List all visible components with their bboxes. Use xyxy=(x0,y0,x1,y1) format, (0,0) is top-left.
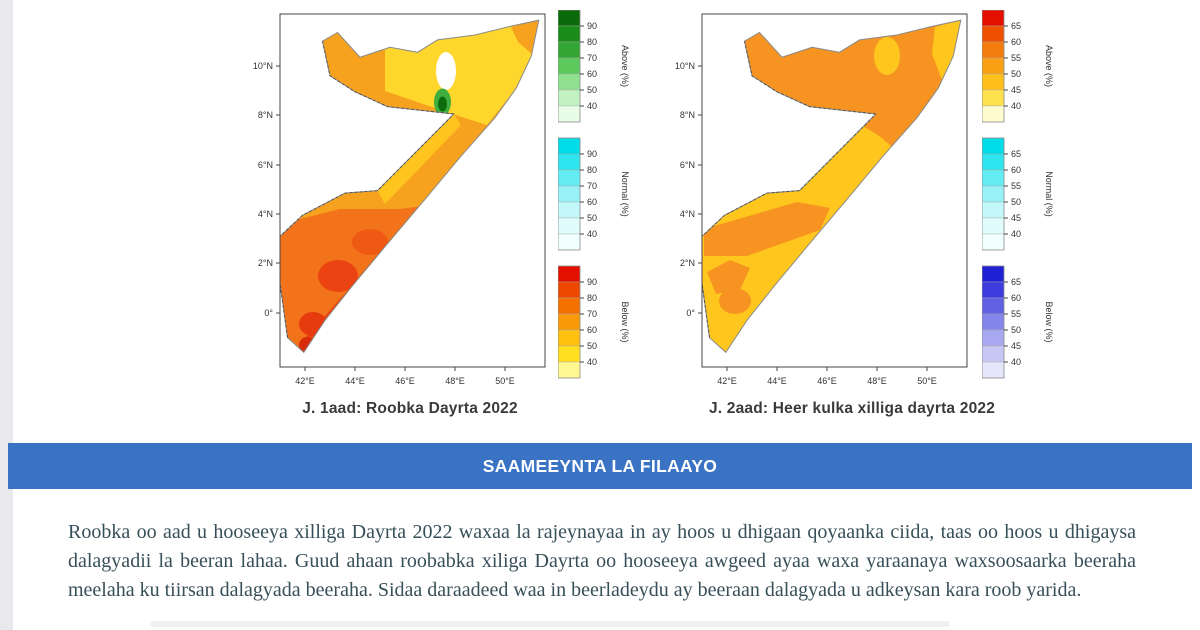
svg-text:48°E: 48°E xyxy=(867,376,887,386)
svg-text:Below (%): Below (%) xyxy=(1044,301,1054,342)
svg-text:42°E: 42°E xyxy=(717,376,737,386)
impact-header-bar: SAAMEEYNTA LA FILAAYO xyxy=(8,443,1192,489)
svg-text:60: 60 xyxy=(1011,165,1021,175)
svg-text:10°N: 10°N xyxy=(253,61,273,71)
svg-text:4°N: 4°N xyxy=(258,209,273,219)
svg-text:40: 40 xyxy=(587,101,597,111)
svg-text:44°E: 44°E xyxy=(767,376,787,386)
svg-text:40: 40 xyxy=(587,357,597,367)
svg-text:42°E: 42°E xyxy=(295,376,315,386)
svg-text:0°: 0° xyxy=(264,308,273,318)
svg-text:65: 65 xyxy=(1011,21,1021,31)
svg-text:6°N: 6°N xyxy=(680,160,695,170)
svg-text:65: 65 xyxy=(1011,149,1021,159)
svg-text:90: 90 xyxy=(587,21,597,31)
svg-text:10°N: 10°N xyxy=(675,61,695,71)
svg-text:55: 55 xyxy=(1011,309,1021,319)
svg-text:55: 55 xyxy=(1011,53,1021,63)
figure-caption-temperature: J. 2aad: Heer kulka xilliga dayrta 2022 xyxy=(708,400,996,417)
svg-text:50°E: 50°E xyxy=(917,376,937,386)
left-edge-strip xyxy=(0,0,13,630)
svg-text:80: 80 xyxy=(587,293,597,303)
rainfall-legend: 90 80 70 60 50 40 Above (%) 90 80 70 60 50 40 Normal … xyxy=(558,10,630,379)
figure-temperature-forecast: 10°N 8°N 6°N 4°N 2°N 0° 42°E 44°E 46°E 48°E 50°E 6… xyxy=(662,8,1062,436)
svg-text:40: 40 xyxy=(1011,229,1021,239)
svg-text:50: 50 xyxy=(587,213,597,223)
svg-text:46°E: 46°E xyxy=(395,376,415,386)
rainfall-map: 10°N 8°N 6°N 4°N 2°N 0° 42°E 44°E 46°E 48°E 50°E xyxy=(253,13,546,386)
svg-text:90: 90 xyxy=(587,277,597,287)
svg-text:70: 70 xyxy=(587,181,597,191)
svg-text:40: 40 xyxy=(1011,357,1021,367)
svg-text:Below (%): Below (%) xyxy=(620,301,630,342)
svg-text:45: 45 xyxy=(1011,85,1021,95)
svg-text:60: 60 xyxy=(587,197,597,207)
svg-text:Above (%): Above (%) xyxy=(620,45,630,87)
figure-rainfall-forecast: 10°N 8°N 6°N 4°N 2°N 0° 42°E 44°E 46°E 48°E 50°E 9… xyxy=(240,8,640,436)
svg-text:48°E: 48°E xyxy=(445,376,465,386)
svg-text:70: 70 xyxy=(587,53,597,63)
svg-text:45: 45 xyxy=(1011,213,1021,223)
svg-text:50: 50 xyxy=(1011,197,1021,207)
figure-caption-rainfall: J. 1aad: Roobka Dayrta 2022 xyxy=(302,400,518,417)
svg-text:8°N: 8°N xyxy=(258,110,273,120)
svg-text:45: 45 xyxy=(1011,341,1021,351)
svg-text:70: 70 xyxy=(587,309,597,319)
svg-text:55: 55 xyxy=(1011,181,1021,191)
svg-text:60: 60 xyxy=(587,69,597,79)
svg-text:40: 40 xyxy=(587,229,597,239)
svg-text:65: 65 xyxy=(1011,277,1021,287)
svg-text:Normal (%): Normal (%) xyxy=(620,171,630,217)
svg-text:40: 40 xyxy=(1011,101,1021,111)
svg-text:2°N: 2°N xyxy=(258,258,273,268)
svg-text:80: 80 xyxy=(587,37,597,47)
svg-text:50: 50 xyxy=(1011,69,1021,79)
svg-text:2°N: 2°N xyxy=(680,258,695,268)
bottom-separator xyxy=(150,621,950,627)
svg-text:4°N: 4°N xyxy=(680,209,695,219)
svg-text:60: 60 xyxy=(1011,293,1021,303)
svg-text:6°N: 6°N xyxy=(258,160,273,170)
svg-text:90: 90 xyxy=(587,149,597,159)
impact-header-title: SAAMEEYNTA LA FILAAYO xyxy=(482,455,718,476)
svg-text:0°: 0° xyxy=(686,308,695,318)
temperature-map: 10°N 8°N 6°N 4°N 2°N 0° 42°E 44°E 46°E 48°E 50°E xyxy=(675,13,968,386)
impact-paragraph: Roobka oo aad u hooseeya xilliga Dayrta … xyxy=(68,521,1136,601)
svg-text:50: 50 xyxy=(1011,325,1021,335)
svg-text:44°E: 44°E xyxy=(345,376,365,386)
svg-text:Above (%): Above (%) xyxy=(1044,45,1054,87)
svg-text:50: 50 xyxy=(587,341,597,351)
svg-text:46°E: 46°E xyxy=(817,376,837,386)
svg-text:50: 50 xyxy=(587,85,597,95)
svg-text:60: 60 xyxy=(1011,37,1021,47)
svg-text:80: 80 xyxy=(587,165,597,175)
svg-text:60: 60 xyxy=(587,325,597,335)
svg-text:8°N: 8°N xyxy=(680,110,695,120)
svg-text:Normal (%): Normal (%) xyxy=(1044,171,1054,217)
temperature-legend: 65 60 55 50 45 40 Above (%) 65 60 55 50 45 40 Normal … xyxy=(982,10,1054,379)
svg-text:50°E: 50°E xyxy=(495,376,515,386)
